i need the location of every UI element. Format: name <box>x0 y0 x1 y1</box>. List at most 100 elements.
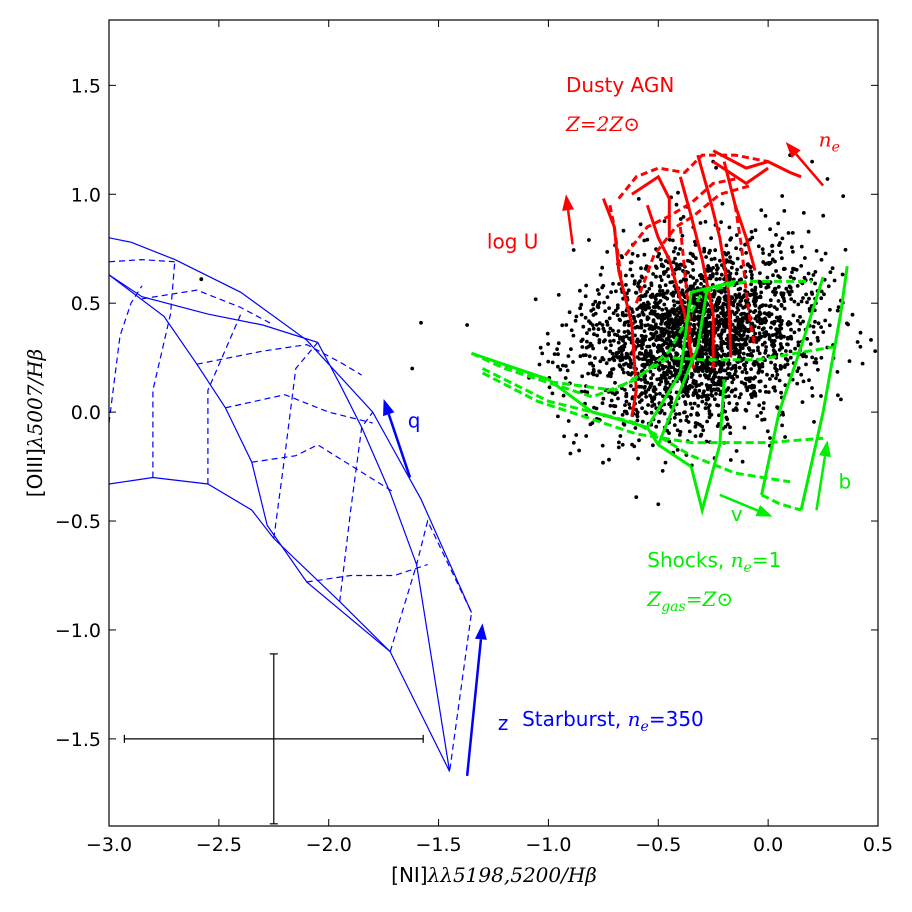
observed-point <box>780 410 785 415</box>
observed-point <box>821 213 826 218</box>
observed-point <box>556 341 561 346</box>
starburst-dashed-line <box>273 342 319 539</box>
observed-point <box>671 249 676 254</box>
observed-point <box>623 388 627 392</box>
observed-point <box>799 299 804 304</box>
observed-point <box>672 343 676 348</box>
observed-point <box>704 255 708 259</box>
observed-point <box>792 299 797 304</box>
observed-point <box>860 361 865 366</box>
observed-point <box>583 315 588 320</box>
observed-point <box>604 361 609 366</box>
observed-point <box>636 314 640 318</box>
observed-point <box>709 257 714 262</box>
observed-point <box>595 304 600 309</box>
observed-point <box>707 307 711 312</box>
observed-point <box>760 247 765 252</box>
observed-point <box>641 312 646 317</box>
starburst-solid-line <box>109 274 451 772</box>
observed-point <box>769 339 774 344</box>
observed-point <box>688 383 693 388</box>
observed-point <box>786 320 791 324</box>
observed-point <box>719 366 723 370</box>
observed-point <box>617 282 621 286</box>
observed-point <box>777 348 782 352</box>
observed-point <box>652 309 657 314</box>
observed-point <box>666 368 670 373</box>
observed-point <box>752 302 757 307</box>
observed-point <box>780 423 784 428</box>
observed-point <box>651 388 656 393</box>
observed-point <box>611 338 616 343</box>
observed-point <box>685 414 689 419</box>
observed-point <box>714 263 719 268</box>
observed-point <box>618 434 623 438</box>
observed-point <box>745 352 750 357</box>
observed-point <box>625 291 629 296</box>
observed-point <box>545 331 550 336</box>
observed-point <box>607 457 611 462</box>
observed-point <box>679 335 684 340</box>
shock-solid-line <box>656 292 709 446</box>
observed-point <box>721 352 726 357</box>
observed-point <box>590 421 595 425</box>
observed-point <box>703 359 708 363</box>
starburst-dashed-line <box>196 343 363 376</box>
observed-point <box>724 243 729 248</box>
observed-point <box>672 303 677 308</box>
observed-point <box>635 355 640 359</box>
observed-point <box>733 363 738 368</box>
starburst-dashed-line <box>109 285 143 424</box>
observed-point <box>624 273 628 278</box>
observed-point <box>580 374 585 379</box>
observed-point <box>774 269 778 273</box>
observed-point <box>614 289 618 294</box>
observed-point <box>810 394 815 398</box>
observed-point <box>597 321 602 326</box>
observed-point <box>591 372 596 377</box>
observed-point <box>650 399 654 404</box>
observed-point <box>624 356 628 360</box>
observed-point <box>678 247 682 251</box>
agn-dashed-line <box>608 204 625 293</box>
observed-point <box>743 326 747 331</box>
observed-point <box>628 406 632 410</box>
observed-point <box>789 289 794 294</box>
observed-point <box>813 270 818 274</box>
observed-point <box>645 290 649 294</box>
observed-point <box>770 373 775 378</box>
observed-point <box>672 311 677 315</box>
observed-point <box>639 351 644 356</box>
observed-point <box>665 372 669 377</box>
shock-solid-line <box>799 265 849 511</box>
observed-point <box>695 305 700 310</box>
observed-point <box>747 346 751 350</box>
shock-solid-line <box>646 279 736 429</box>
dusty-agn-grid <box>602 149 802 417</box>
observed-point <box>680 233 685 238</box>
observed-point <box>740 316 745 320</box>
observed-point <box>765 372 769 377</box>
observed-point <box>741 351 746 356</box>
y-tick-label: 1.5 <box>71 75 101 97</box>
observed-point <box>667 402 671 407</box>
observed-point <box>607 357 612 362</box>
observed-point <box>618 318 622 323</box>
observed-point <box>779 390 783 395</box>
observed-point <box>643 384 647 389</box>
observed-point <box>665 296 670 301</box>
observed-point <box>657 376 662 381</box>
observed-point <box>692 322 697 327</box>
observed-point <box>739 298 744 303</box>
observed-point <box>708 321 713 326</box>
observed-point <box>676 252 681 256</box>
observed-point <box>763 384 768 389</box>
observed-point <box>645 237 650 242</box>
observed-point <box>642 329 647 333</box>
observed-point <box>768 298 773 303</box>
observed-point <box>628 260 633 265</box>
observed-point <box>601 396 606 401</box>
observed-point <box>662 291 666 296</box>
observed-point <box>579 389 584 394</box>
observed-point <box>621 338 625 343</box>
